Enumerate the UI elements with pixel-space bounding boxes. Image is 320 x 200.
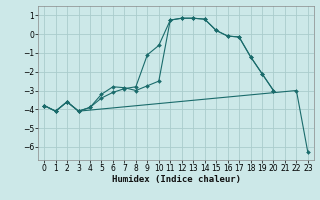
- X-axis label: Humidex (Indice chaleur): Humidex (Indice chaleur): [111, 175, 241, 184]
